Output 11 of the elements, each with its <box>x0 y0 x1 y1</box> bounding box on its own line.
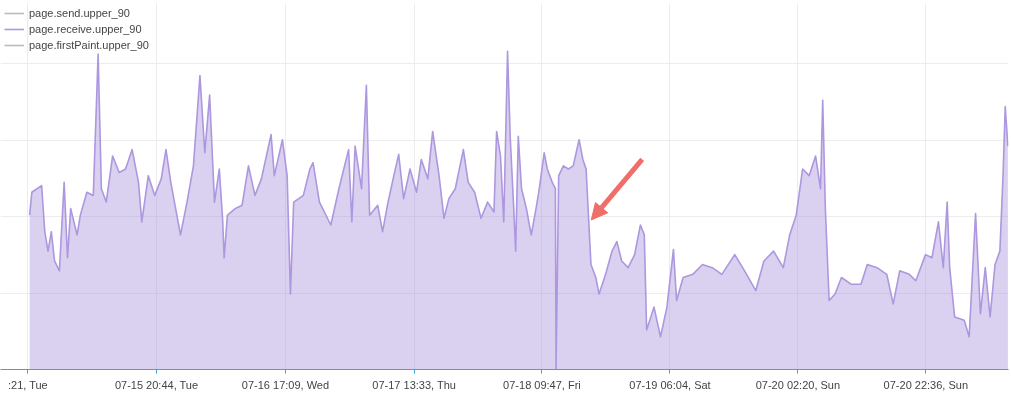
x-tick-label: 07-16 17:09, Wed <box>241 378 330 391</box>
x-tick-label: :21, Tue <box>7 378 48 391</box>
x-tick-label: 07-19 06:04, Sat <box>629 378 711 391</box>
x-tick-label: 07-20 22:36, Sun <box>883 378 969 391</box>
x-tick-label: 07-15 20:44, Tue <box>114 378 199 391</box>
legend-label: page.send.upper_90 <box>29 7 130 19</box>
x-tick-label: 07-18 09:47, Fri <box>503 378 581 391</box>
legend-label: page.receive.upper_90 <box>29 23 142 35</box>
x-tick-label: 07-17 13:33, Thu <box>372 378 456 391</box>
x-tick-label: 07-20 02:20, Sun <box>755 378 841 391</box>
legend-label: page.firstPaint.upper_90 <box>29 39 149 51</box>
